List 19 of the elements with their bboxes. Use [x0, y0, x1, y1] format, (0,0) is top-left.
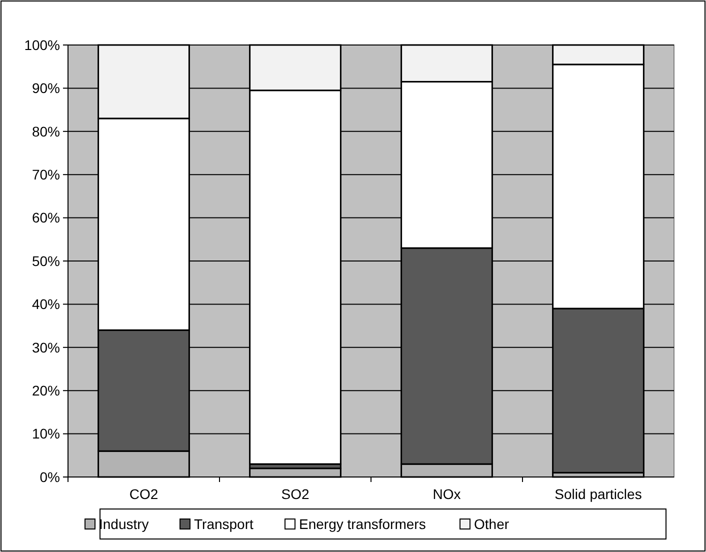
- x-tick-label: CO2: [129, 486, 158, 502]
- y-tick-label: 100%: [24, 36, 60, 53]
- y-tick-label: 30%: [32, 339, 60, 356]
- legend-label: Industry: [99, 516, 149, 532]
- y-tick-label: 80%: [32, 123, 60, 140]
- y-tick-label: 20%: [32, 382, 60, 398]
- x-tick-label: SO2: [281, 486, 310, 502]
- y-tick-label: 40%: [32, 296, 60, 312]
- y-tick-label: 90%: [32, 80, 60, 96]
- x-tick-label: Solid particles: [554, 486, 642, 502]
- legend-label: Energy transformers: [299, 516, 426, 532]
- x-tick-label: NOx: [432, 486, 461, 502]
- y-tick-label: 70%: [32, 166, 60, 182]
- y-tick-label: 10%: [32, 426, 60, 442]
- y-tick-label: 0%: [40, 468, 60, 485]
- y-tick-label: 50%: [32, 252, 60, 269]
- y-tick-label: 60%: [32, 210, 60, 226]
- legend-label: Transport: [194, 516, 254, 532]
- legend-label: Other: [474, 516, 510, 532]
